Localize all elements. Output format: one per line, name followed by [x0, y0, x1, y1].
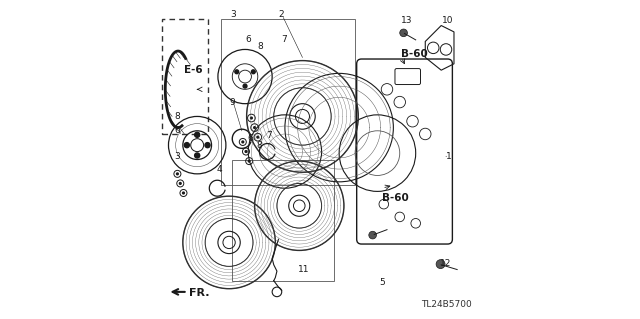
Circle shape	[179, 182, 182, 185]
Text: 12: 12	[440, 259, 451, 268]
Circle shape	[241, 140, 244, 144]
Text: 7: 7	[266, 131, 272, 140]
Text: 7: 7	[281, 35, 287, 44]
Text: 3: 3	[174, 152, 180, 161]
Circle shape	[184, 143, 189, 148]
Text: 4: 4	[216, 165, 222, 174]
Text: 8: 8	[174, 112, 180, 121]
Circle shape	[243, 84, 247, 88]
Text: FR.: FR.	[189, 288, 210, 298]
Circle shape	[256, 136, 259, 139]
Circle shape	[436, 260, 445, 269]
Circle shape	[176, 172, 179, 175]
Text: B-60: B-60	[382, 193, 409, 203]
Text: 5: 5	[379, 278, 385, 287]
Text: 6: 6	[245, 35, 251, 44]
Circle shape	[205, 143, 210, 148]
Circle shape	[369, 231, 376, 239]
Text: 2: 2	[278, 10, 284, 19]
Text: 1: 1	[446, 152, 452, 161]
Text: E-6: E-6	[184, 65, 203, 75]
Circle shape	[195, 153, 200, 158]
Circle shape	[253, 126, 256, 129]
Text: TL24B5700: TL24B5700	[420, 300, 472, 309]
Text: 3: 3	[230, 10, 236, 19]
Text: 9: 9	[229, 98, 235, 107]
Circle shape	[235, 70, 239, 74]
Circle shape	[252, 70, 255, 74]
Circle shape	[248, 160, 251, 163]
Text: 8: 8	[258, 42, 264, 51]
Circle shape	[400, 29, 408, 37]
Text: 11: 11	[298, 265, 309, 274]
Text: B-60: B-60	[401, 49, 428, 59]
Text: 13: 13	[401, 16, 413, 25]
Text: 10: 10	[442, 16, 453, 25]
Text: 6: 6	[174, 126, 180, 135]
Circle shape	[182, 191, 185, 195]
Text: 8: 8	[256, 141, 262, 150]
Circle shape	[244, 150, 248, 153]
Circle shape	[250, 116, 253, 120]
Text: 6: 6	[247, 134, 253, 143]
Circle shape	[195, 132, 200, 137]
